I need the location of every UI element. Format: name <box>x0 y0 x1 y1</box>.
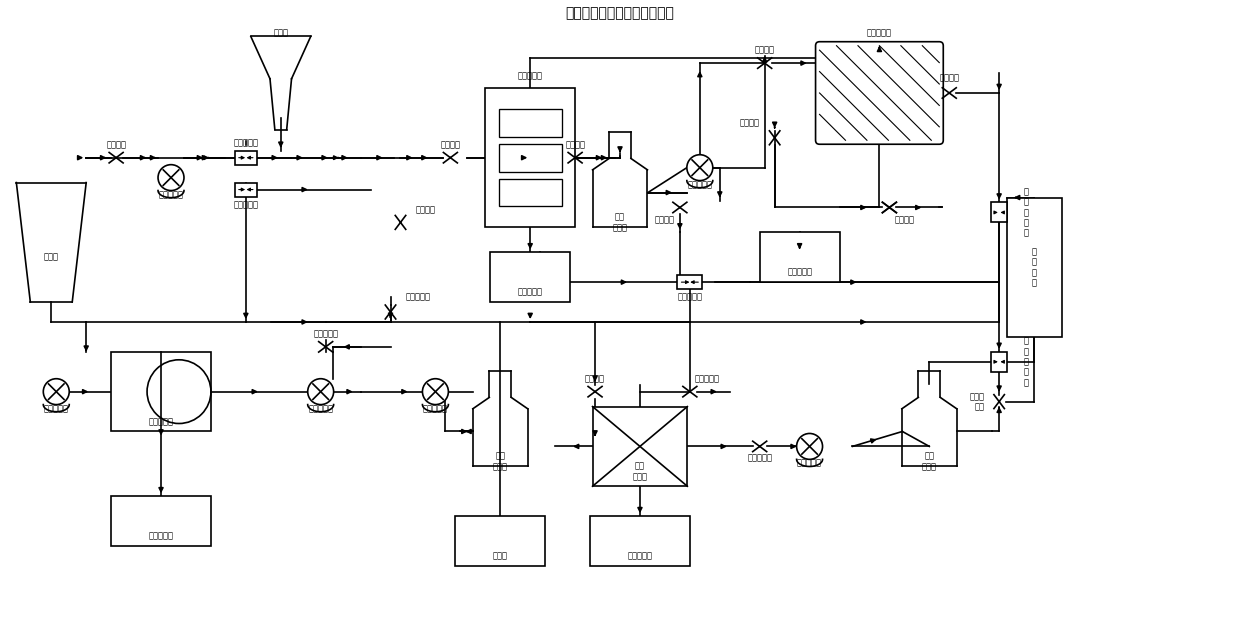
Text: 第六进料泵: 第六进料泵 <box>309 404 334 413</box>
Text: 第十三
阀门: 第十三 阀门 <box>970 392 985 411</box>
Text: 第三换路器: 第三换路器 <box>677 293 702 302</box>
Bar <box>991 203 1007 223</box>
Text: 废液池: 废液池 <box>273 29 288 38</box>
Circle shape <box>423 379 449 404</box>
Text: 第二容渣池: 第二容渣池 <box>518 288 543 297</box>
Text: 第十二阀门: 第十二阀门 <box>748 454 773 463</box>
Text: 第十五阀门: 第十五阀门 <box>314 329 339 339</box>
Text: 第四进料泵: 第四进料泵 <box>423 404 448 413</box>
Circle shape <box>308 379 334 404</box>
Bar <box>485 88 575 228</box>
Bar <box>234 182 257 196</box>
Text: 第四阀门: 第四阀门 <box>655 215 675 224</box>
Text: 加压
过滤机: 加压 过滤机 <box>632 461 647 481</box>
Text: 带式压滤机: 带式压滤机 <box>149 417 174 426</box>
Text: 第十一阀门: 第十一阀门 <box>694 374 720 383</box>
Text: 第三
缓冲罐: 第三 缓冲罐 <box>921 451 936 471</box>
Circle shape <box>43 379 69 404</box>
Text: 第三容渣池: 第三容渣池 <box>787 268 812 277</box>
Text: 箱式过滤机: 箱式过滤机 <box>518 71 543 80</box>
Text: 第十阀门: 第十阀门 <box>585 374 605 383</box>
Bar <box>490 252 570 302</box>
Text: 第二换路器: 第二换路器 <box>233 200 258 209</box>
Text: 第二进料泵: 第二进料泵 <box>159 190 184 199</box>
Text: 第
四
换
路
器: 第 四 换 路 器 <box>1024 187 1029 238</box>
Text: 第一阀门: 第一阀门 <box>107 140 126 149</box>
Text: 第七阀门: 第七阀门 <box>894 215 914 224</box>
Bar <box>455 516 546 566</box>
Bar <box>677 275 702 289</box>
Text: 集液池: 集液池 <box>492 551 507 561</box>
Circle shape <box>796 433 822 460</box>
Circle shape <box>687 155 713 181</box>
Text: 第九阀门: 第九阀门 <box>415 205 435 214</box>
Circle shape <box>157 165 184 191</box>
Text: 第三阀门: 第三阀门 <box>565 140 585 149</box>
Text: 第二阀门: 第二阀门 <box>440 140 460 149</box>
Bar <box>590 516 689 566</box>
Text: 沉降池: 沉降池 <box>43 253 58 261</box>
Text: 第八阀门: 第八阀门 <box>939 73 960 83</box>
Text: 第
五
换
向
阀: 第 五 换 向 阀 <box>1024 337 1029 387</box>
Text: 第四容渣池: 第四容渣池 <box>627 551 652 561</box>
Bar <box>498 109 562 137</box>
Bar <box>112 496 211 546</box>
Bar <box>498 179 562 206</box>
Text: 第十四阀门: 第十四阀门 <box>405 293 430 302</box>
Bar <box>498 144 562 172</box>
Bar <box>234 150 257 165</box>
Text: 除
菌
装
置: 除 菌 装 置 <box>1032 247 1037 287</box>
Bar <box>991 352 1007 372</box>
Bar <box>593 406 687 486</box>
Bar <box>1007 198 1061 337</box>
Text: 第一换路器: 第一换路器 <box>233 139 258 147</box>
Text: 第一容渣池: 第一容渣池 <box>149 532 174 540</box>
Text: 第一
缓冲罐: 第一 缓冲罐 <box>613 213 627 232</box>
Text: 第六阀门: 第六阀门 <box>740 119 760 127</box>
Text: 第三进料泵: 第三进料泵 <box>687 180 712 189</box>
Text: 第五阀门: 第五阀门 <box>755 46 775 55</box>
FancyBboxPatch shape <box>816 42 944 144</box>
Bar <box>760 233 839 282</box>
Bar <box>112 352 211 431</box>
Text: 化学浆料分离系统物料位判断: 化学浆料分离系统物料位判断 <box>565 6 675 20</box>
Text: 挤压过滤机: 挤压过滤机 <box>867 29 892 38</box>
Text: 第二
缓冲罐: 第二 缓冲罐 <box>492 451 507 471</box>
Text: 第一进料泵: 第一进料泵 <box>43 404 68 413</box>
Text: 第五进料泵: 第五进料泵 <box>797 459 822 468</box>
